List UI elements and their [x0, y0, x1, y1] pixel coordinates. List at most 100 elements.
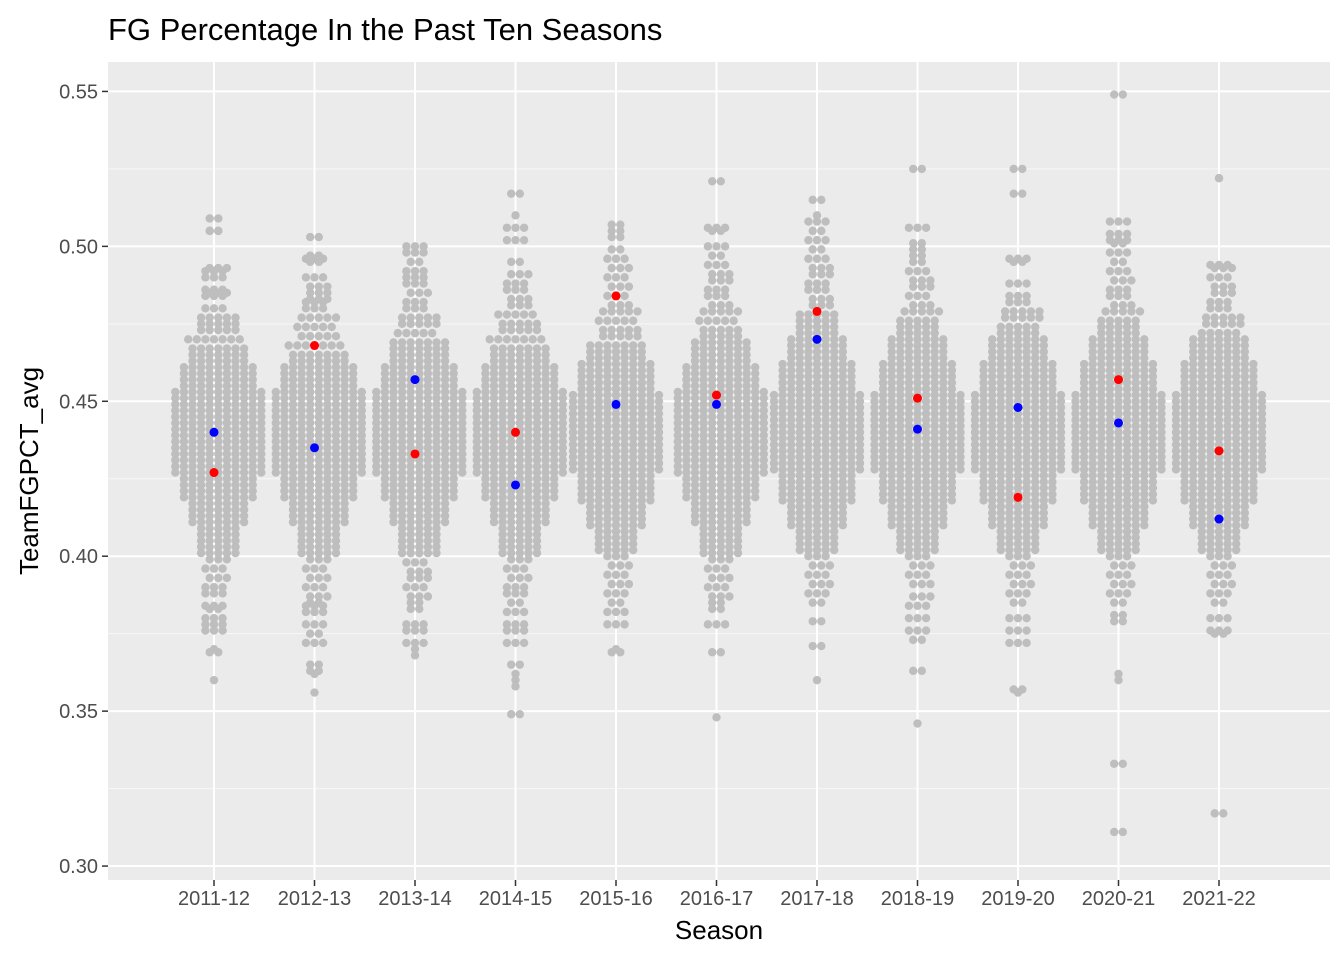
- distribution-point: [1022, 366, 1031, 375]
- distribution-point: [896, 372, 905, 381]
- distribution-point: [458, 412, 467, 421]
- distribution-point: [1140, 384, 1149, 394]
- distribution-point: [222, 555, 232, 564]
- distribution-point: [909, 276, 918, 285]
- distribution-point: [1197, 384, 1207, 394]
- distribution-point: [812, 490, 822, 499]
- distribution-point: [708, 499, 717, 508]
- distribution-point: [1105, 384, 1115, 394]
- distribution-point: [742, 493, 751, 502]
- distribution-point: [611, 533, 621, 542]
- distribution-point: [301, 638, 311, 648]
- distribution-point: [306, 288, 315, 298]
- distribution-point: [1118, 610, 1128, 620]
- distribution-point: [804, 310, 813, 319]
- distribution-point: [507, 387, 516, 397]
- distribution-point: [733, 344, 743, 353]
- distribution-point: [440, 431, 450, 440]
- distribution-point: [524, 468, 533, 477]
- distribution-point: [1223, 403, 1232, 412]
- distribution-point: [847, 452, 856, 462]
- distribution-point: [909, 164, 918, 174]
- distribution-point: [1232, 483, 1241, 493]
- distribution-point: [297, 381, 306, 390]
- distribution-point: [939, 434, 948, 443]
- distribution-point: [1122, 415, 1132, 425]
- distribution-point: [327, 322, 336, 332]
- distribution-point: [331, 393, 341, 403]
- distribution-point: [1122, 434, 1132, 443]
- distribution-point: [515, 400, 524, 409]
- distribution-point: [629, 496, 638, 505]
- distribution-point: [196, 517, 206, 527]
- distribution-point: [432, 443, 441, 452]
- distribution-point: [913, 539, 922, 549]
- distribution-point: [222, 325, 232, 335]
- distribution-point: [887, 372, 896, 381]
- distribution-point: [1005, 508, 1014, 518]
- distribution-point: [742, 356, 751, 366]
- distribution-point: [616, 245, 625, 254]
- distribution-point: [913, 359, 922, 369]
- distribution-point: [1148, 378, 1158, 387]
- distribution-point: [423, 338, 433, 347]
- distribution-point: [909, 251, 918, 260]
- distribution-point: [389, 437, 398, 446]
- distribution-point: [1223, 384, 1232, 394]
- distribution-point: [306, 573, 315, 583]
- distribution-point: [896, 322, 905, 332]
- distribution-point: [988, 353, 997, 363]
- distribution-point: [397, 363, 407, 372]
- distribution-point: [541, 412, 550, 421]
- distribution-point: [558, 431, 567, 440]
- distribution-point: [415, 319, 424, 329]
- distribution-point: [205, 412, 214, 421]
- distribution-point: [1122, 421, 1132, 431]
- distribution-point: [930, 347, 939, 356]
- distribution-point: [1122, 217, 1132, 226]
- distribution-point: [629, 347, 638, 356]
- distribution-point: [708, 251, 717, 260]
- distribution-point: [323, 431, 332, 440]
- distribution-point: [996, 465, 1005, 474]
- distribution-point: [795, 483, 804, 493]
- distribution-point: [603, 359, 612, 369]
- distribution-point: [1048, 446, 1057, 456]
- distribution-point: [558, 462, 567, 471]
- distribution-point: [568, 428, 578, 437]
- distribution-point: [921, 223, 931, 232]
- distribution-point: [239, 431, 249, 440]
- distribution-point: [1097, 378, 1106, 387]
- distribution-point: [733, 363, 743, 372]
- distribution-point: [716, 505, 725, 514]
- distribution-point: [415, 567, 424, 576]
- distribution-point: [1114, 514, 1123, 524]
- distribution-point: [1148, 459, 1158, 468]
- distribution-point: [1013, 477, 1023, 487]
- distribution-point: [896, 403, 905, 412]
- distribution-point: [1114, 217, 1123, 226]
- distribution-point: [1131, 341, 1140, 350]
- distribution-point: [528, 310, 537, 319]
- distribution-point: [830, 428, 839, 437]
- distribution-point: [896, 378, 905, 387]
- distribution-point: [1105, 428, 1115, 437]
- distribution-point: [804, 446, 813, 456]
- distribution-point: [532, 363, 542, 372]
- distribution-point: [415, 604, 424, 614]
- distribution-point: [389, 462, 398, 471]
- distribution-point: [1257, 459, 1267, 468]
- distribution-point: [1105, 434, 1115, 443]
- distribution-point: [171, 431, 180, 440]
- distribution-point: [904, 552, 914, 561]
- distribution-point: [214, 443, 223, 452]
- distribution-point: [489, 418, 499, 428]
- distribution-point: [1031, 446, 1040, 456]
- distribution-point: [913, 601, 922, 610]
- distribution-point: [568, 397, 578, 406]
- distribution-point: [323, 493, 332, 502]
- distribution-point: [205, 486, 214, 496]
- distribution-point: [913, 353, 922, 363]
- distribution-point: [1105, 335, 1115, 344]
- distribution-point: [1131, 440, 1140, 449]
